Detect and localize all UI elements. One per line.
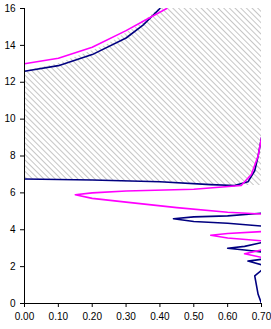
svg-text:2: 2 — [10, 261, 16, 272]
svg-text:0.20: 0.20 — [82, 311, 102, 322]
svg-text:0.40: 0.40 — [150, 311, 170, 322]
svg-text:12: 12 — [4, 76, 16, 87]
svg-text:0.00: 0.00 — [15, 311, 35, 322]
svg-text:0.30: 0.30 — [116, 311, 136, 322]
svg-text:0.50: 0.50 — [184, 311, 204, 322]
svg-text:0.70: 0.70 — [252, 311, 271, 322]
svg-text:0.60: 0.60 — [218, 311, 238, 322]
svg-text:10: 10 — [4, 113, 16, 124]
svg-text:6: 6 — [10, 187, 16, 198]
svg-text:0: 0 — [10, 298, 16, 309]
svg-text:14: 14 — [4, 40, 16, 51]
svg-text:8: 8 — [10, 150, 16, 161]
svg-text:16: 16 — [4, 3, 16, 14]
svg-text:0.10: 0.10 — [49, 311, 69, 322]
svg-text:4: 4 — [10, 224, 16, 235]
